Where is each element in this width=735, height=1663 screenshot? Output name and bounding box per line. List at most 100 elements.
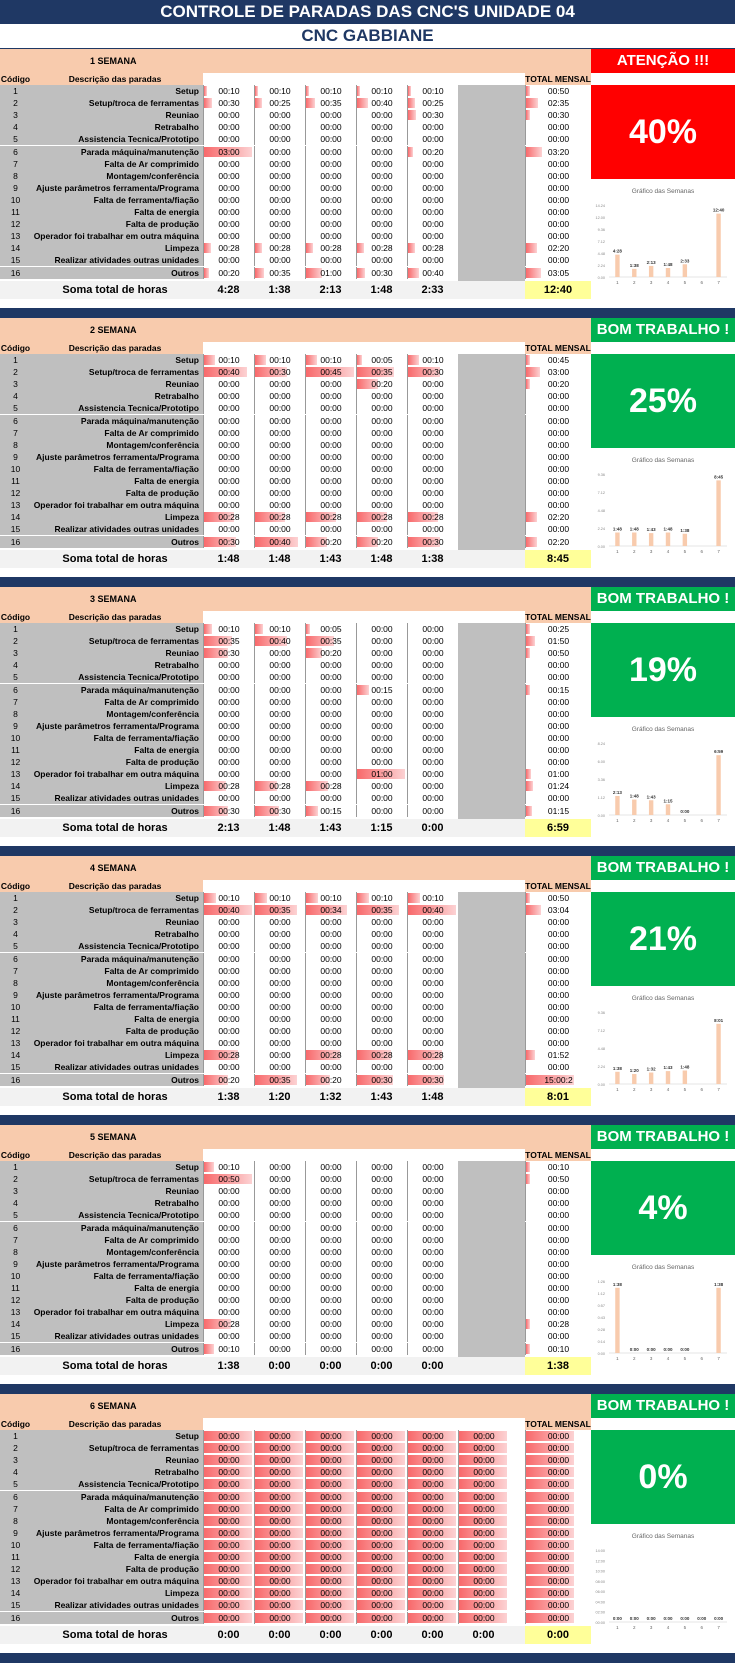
day-value: 00:15 [371, 684, 393, 695]
day-value: 00:00 [269, 1283, 291, 1293]
sum-day: 4:28 [217, 284, 240, 296]
sum-day: 1:48 [370, 553, 393, 565]
day-cell: 00:00 [305, 218, 356, 231]
day-cell: 00:00 [356, 780, 407, 793]
week-table: 5 SEMANA Código Descrição das paradas TOTAL… [0, 1125, 591, 1384]
week-table: 1 SEMANA Código Descrição das paradas TOTAL… [0, 49, 591, 308]
day-cell: 00:00 [203, 1245, 254, 1258]
duration-bar [204, 1491, 252, 1502]
day-cell: 00:00 [356, 1478, 407, 1491]
day-value: 00:28 [320, 781, 342, 792]
day-value: 00:00 [371, 636, 393, 647]
row-description: Retrabalho [31, 928, 203, 941]
day-value: 00:00 [269, 1319, 291, 1330]
table-row: 1 Setup 00:10 00:10 00:05 00:00 00:00 00:25 [0, 623, 591, 635]
chart-data-label: 1:38 [613, 1282, 623, 1287]
day-value: 00:00 [320, 1564, 342, 1575]
day-value: 00:35 [269, 267, 291, 278]
total-value: 00:00 [547, 439, 570, 450]
day-cell: 00:00 [356, 402, 407, 415]
day-value: 00:00 [422, 379, 444, 390]
row-total: 00:00 [525, 976, 591, 989]
total-value: 00:00 [547, 1258, 570, 1269]
sum-day: 1:38 [217, 1091, 240, 1103]
duration-bar [526, 1552, 574, 1562]
table-row: 4 Retrabalho 00:00 00:00 00:00 00:00 00:00 00:0… [0, 1197, 591, 1210]
day-value: 00:00 [371, 757, 393, 768]
table-row: 15 Realizar atividades outras unidades 00:… [0, 1599, 591, 1612]
duration-bar [255, 1552, 303, 1562]
day-value: 00:00 [269, 379, 291, 390]
duration-bar [306, 1443, 354, 1454]
day-value: 00:00 [218, 696, 240, 707]
day-value: 00:00 [269, 1600, 291, 1611]
sum-day: 1:38 [217, 1360, 240, 1372]
day-cell: 00:00 [356, 1330, 407, 1343]
row-code: 9 [0, 988, 31, 1001]
total-value: 00:00 [547, 134, 570, 145]
sum-day: 1:20 [268, 1091, 291, 1103]
day-value: 00:20 [371, 536, 393, 547]
total-value: 02:20 [547, 243, 570, 254]
day-value: 00:45 [320, 367, 342, 378]
day-value: 00:00 [269, 708, 291, 719]
day-cell: 00:35 [254, 1073, 305, 1086]
day-value: 00:00 [371, 1467, 393, 1478]
duration-bar [408, 1074, 444, 1085]
day-value: 00:00 [269, 953, 291, 964]
day-value: 00:00 [218, 745, 240, 755]
day-value: 00:28 [320, 243, 342, 254]
day-value: 00:00 [218, 500, 240, 511]
row-code: 13 [0, 1575, 31, 1588]
sum-day: 2:13 [319, 284, 342, 296]
day-value: 00:00 [269, 415, 291, 426]
day-cell: 00:00 [305, 1233, 356, 1246]
chart-y-tick: 9.36 [598, 228, 605, 232]
day-cell: 00:00 [407, 218, 458, 231]
row-total: 00:28 [525, 1318, 591, 1331]
table-row: 9 Ajuste parâmetros ferramenta/Programa 00… [0, 181, 591, 194]
total-value: 00:00 [547, 1431, 570, 1441]
day-value: 00:28 [218, 512, 240, 523]
day-cell: 00:00 [254, 218, 305, 231]
table-row: 3 Reuniao 00:00 00:00 00:00 00:00 00:30 00:30 [0, 109, 591, 122]
duration-bar [526, 1576, 574, 1587]
sum-label: Soma total de horas [62, 284, 168, 296]
chart-bar [682, 533, 688, 546]
chart-data-label: 1:38 [613, 1066, 623, 1071]
day-value: 00:00 [371, 1431, 393, 1441]
day-value: 00:00 [422, 451, 444, 462]
day-cell: 00:00 [407, 707, 458, 720]
row-total: 00:00 [525, 438, 591, 451]
day-value: 00:00 [320, 989, 342, 1000]
day-cell: 00:00 [305, 1061, 356, 1074]
day-cell: 00:00 [356, 145, 407, 158]
table-row: 11 Falta de energia 00:00 00:00 00:00 00:00 00… [0, 206, 591, 218]
duration-bar [526, 805, 532, 816]
row-total: 00:00 [525, 988, 591, 1001]
day-value: 00:00 [269, 1174, 291, 1185]
chart-svg: Gráfico das Semanas14:0012:0010:0008:000… [595, 1533, 727, 1630]
day-value: 00:00 [473, 1564, 495, 1575]
chart-x-tick: 3 [650, 1087, 653, 1092]
week-section-4: 4 SEMANA Código Descrição das paradas TOTAL… [0, 856, 735, 1115]
day-cell: 00:00 [407, 1025, 458, 1038]
row-total: 01:15 [525, 804, 591, 817]
sum-day: 1:48 [268, 822, 291, 834]
day-cell: 00:00 [203, 378, 254, 391]
row-code: 4 [0, 1197, 31, 1210]
table-row: 8 Montagem/conferência 00:00 00:00 00:00 00:0… [0, 1245, 591, 1258]
day-cell: 00:00 [407, 438, 458, 451]
row-description: Setup [31, 354, 203, 366]
chart-y-tick: 0:43 [598, 1316, 605, 1320]
day-cell: 00:00 [305, 390, 356, 403]
table-row: 12 Falta de produção 00:00 00:00 00:00 00:00 0… [0, 1025, 591, 1038]
chart-data-label: 1:43 [647, 794, 657, 799]
row-description: Setup [31, 892, 203, 904]
day-cell: 00:00 [305, 169, 356, 182]
day-value: 00:10 [371, 893, 393, 903]
duration-bar [526, 1479, 574, 1490]
header-total: TOTAL MENSAL [525, 611, 591, 623]
day-value: 00:00 [269, 391, 291, 402]
row-code: 1 [0, 623, 31, 635]
